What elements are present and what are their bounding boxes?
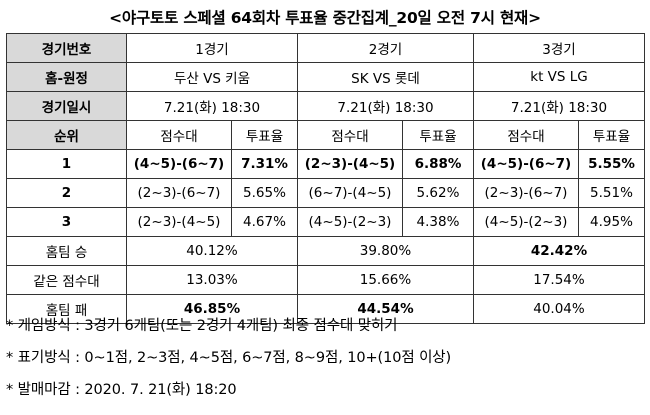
row-home-loss: 홈팀 패 46.85% 44.54% 40.04% — [6, 294, 645, 324]
row-subheader: 순위 점수대 투표율 점수대 투표율 점수대 투표율 — [6, 120, 645, 150]
vote-rate-table: 경기번호 1경기 2경기 3경기 홈-원정 두산 VS 키움 SK VS 롯데 … — [6, 33, 645, 324]
game-3-vote-rate-header: 투표율 — [578, 120, 645, 150]
game-2-rank-3-rate: 4.38% — [402, 207, 474, 237]
label-datetime: 경기일시 — [6, 91, 127, 121]
game-2-number: 2경기 — [297, 33, 474, 63]
game-2-score-range-header: 점수대 — [297, 120, 403, 150]
table-row-rank-3: 3 (2~3)-(4~5) 4.67% (4~5)-(2~3) 4.38% (4… — [6, 207, 645, 237]
notes: * 게임방식 : 3경기 6개팀(또는 2경기 4개팀) 최종 점수대 맞히기 … — [6, 312, 646, 408]
game-2-rank-1-range: (2~3)-(4~5) — [297, 149, 403, 179]
label-home-win: 홈팀 승 — [6, 236, 127, 266]
game-1-home-loss: 46.85% — [126, 294, 298, 324]
game-3-rank-1-range: (4~5)-(6~7) — [473, 149, 579, 179]
game-1-rank-2-rate: 5.65% — [231, 178, 298, 208]
game-1-datetime: 7.21(화) 18:30 — [126, 91, 298, 121]
game-2-rank-1-rate: 6.88% — [402, 149, 474, 179]
row-same-score: 같은 점수대 13.03% 15.66% 17.54% — [6, 265, 645, 295]
game-1-rank-3-rate: 4.67% — [231, 207, 298, 237]
label-rank: 순위 — [6, 120, 127, 150]
row-home-win: 홈팀 승 40.12% 39.80% 42.42% — [6, 236, 645, 266]
note-deadline: * 발매마감 : 2020. 7. 21(화) 18:20 — [6, 382, 237, 398]
game-2-vote-rate-header: 투표율 — [402, 120, 474, 150]
game-3-score-range-header: 점수대 — [473, 120, 579, 150]
game-1-rank-2-range: (2~3)-(6~7) — [126, 178, 232, 208]
game-2-same-score: 15.66% — [297, 265, 474, 295]
row-game-number: 경기번호 1경기 2경기 3경기 — [6, 33, 645, 63]
row-teams: 홈-원정 두산 VS 키움 SK VS 롯데 kt VS LG — [6, 62, 645, 92]
game-2-datetime: 7.21(화) 18:30 — [297, 91, 474, 121]
game-2-home-win: 39.80% — [297, 236, 474, 266]
game-3-home-win: 42.42% — [473, 236, 645, 266]
row-datetime: 경기일시 7.21(화) 18:30 7.21(화) 18:30 7.21(화)… — [6, 91, 645, 121]
game-3-rank-2-rate: 5.51% — [578, 178, 645, 208]
game-1-rank-1-range: (4~5)-(6~7) — [126, 149, 232, 179]
game-1-vote-rate-header: 투표율 — [231, 120, 298, 150]
label-game-number: 경기번호 — [6, 33, 127, 63]
table-row-rank-2: 2 (2~3)-(6~7) 5.65% (6~7)-(4~5) 5.62% (2… — [6, 178, 645, 208]
game-3-datetime: 7.21(화) 18:30 — [473, 91, 645, 121]
game-3-rank-3-range: (4~5)-(2~3) — [473, 207, 579, 237]
game-3-home-loss: 40.04% — [473, 294, 645, 324]
game-1-same-score: 13.03% — [126, 265, 298, 295]
label-teams: 홈-원정 — [6, 62, 127, 92]
page-title: <야구토토 스페셜 64회차 투표율 중간집계_20일 오전 7시 현재> — [109, 9, 541, 27]
table-row-rank-1: 1 (4~5)-(6~7) 7.31% (2~3)-(4~5) 6.88% (4… — [6, 149, 645, 179]
game-3-teams: kt VS LG — [473, 62, 645, 92]
rank-3: 3 — [6, 207, 127, 237]
label-home-loss: 홈팀 패 — [6, 294, 127, 324]
note-notation: * 표기방식 : 0~1점, 2~3점, 4~5점, 6~7점, 8~9점, 1… — [6, 350, 452, 366]
game-1-home-win: 40.12% — [126, 236, 298, 266]
game-3-rank-3-rate: 4.95% — [578, 207, 645, 237]
game-1-rank-3-range: (2~3)-(4~5) — [126, 207, 232, 237]
label-same-score: 같은 점수대 — [6, 265, 127, 295]
game-3-rank-2-range: (2~3)-(6~7) — [473, 178, 579, 208]
rank-1: 1 — [6, 149, 127, 179]
game-2-rank-2-range: (6~7)-(4~5) — [297, 178, 403, 208]
game-3-same-score: 17.54% — [473, 265, 645, 295]
game-3-number: 3경기 — [473, 33, 645, 63]
note-game-method: * 게임방식 : 3경기 6개팀(또는 2경기 4개팀) 최종 점수대 맞히기 — [6, 318, 398, 334]
game-2-rank-3-range: (4~5)-(2~3) — [297, 207, 403, 237]
game-1-number: 1경기 — [126, 33, 298, 63]
game-3-rank-1-rate: 5.55% — [578, 149, 645, 179]
rank-2: 2 — [6, 178, 127, 208]
game-2-teams: SK VS 롯데 — [297, 62, 474, 92]
game-1-score-range-header: 점수대 — [126, 120, 232, 150]
game-2-rank-2-rate: 5.62% — [402, 178, 474, 208]
game-1-teams: 두산 VS 키움 — [126, 62, 298, 92]
game-1-rank-1-rate: 7.31% — [231, 149, 298, 179]
